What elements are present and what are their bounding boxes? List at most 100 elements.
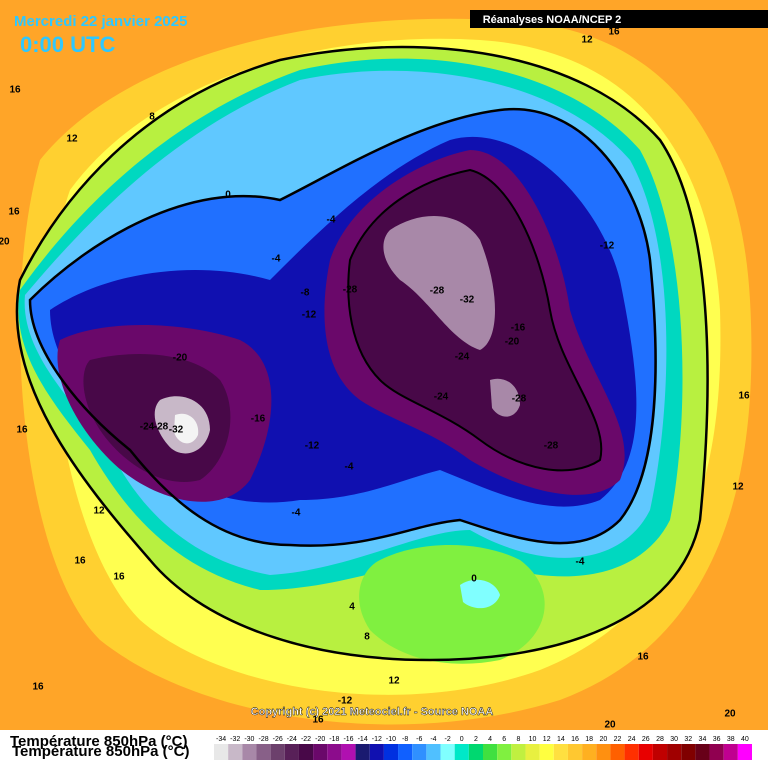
colorbar-label: -8	[402, 736, 408, 743]
contour-label: -4	[272, 254, 281, 265]
map-time: 0:00 UTC	[20, 32, 115, 57]
contour-label: -28	[512, 394, 527, 405]
contour-label: 12	[581, 35, 593, 46]
colorbar-label: 16	[571, 736, 579, 743]
contour-label: 8	[364, 632, 370, 643]
colorbar-label: 36	[713, 736, 721, 743]
colorbar-label: -34	[216, 736, 226, 743]
colorbar-label: 12	[543, 736, 551, 743]
colorbar-label: -18	[329, 736, 339, 743]
colorbar-cell	[638, 744, 653, 760]
colorbar-cell	[737, 744, 752, 760]
colorbar-label: 14	[557, 736, 565, 743]
contour-label: -4	[576, 557, 585, 568]
colorbar-label: 28	[656, 736, 664, 743]
colorbar-label: -4	[430, 736, 436, 743]
colorbar-cell	[270, 744, 285, 760]
contour-label: -20	[505, 337, 520, 348]
colorbar-cell	[483, 744, 498, 760]
contour-label: -24	[455, 352, 470, 363]
colorbar-cell	[298, 744, 314, 760]
colorbar-label: 40	[741, 736, 749, 743]
colorbar-label: -16	[343, 736, 353, 743]
colorbar-label: 38	[727, 736, 735, 743]
contour-label: -12	[600, 241, 615, 252]
contour-label: 16	[32, 682, 44, 693]
contour-label: 0	[471, 574, 477, 585]
colorbar-label: 26	[642, 736, 650, 743]
contour-label: -16	[511, 323, 526, 334]
contour-label: -28	[430, 286, 445, 297]
source-box	[470, 10, 768, 28]
colorbar-cell	[369, 744, 384, 760]
colorbar-label: 18	[585, 736, 593, 743]
colorbar-cell	[596, 744, 611, 760]
contour-label: 20	[604, 720, 616, 731]
contour-label: -12	[305, 441, 320, 452]
colorbar-cell	[624, 744, 639, 760]
contour-label: 16	[74, 556, 86, 567]
colorbar-label: -22	[301, 736, 311, 743]
colorbar-label: -26	[273, 736, 283, 743]
colorbar-label: 0	[460, 736, 464, 743]
colorbar-label: -30	[244, 736, 254, 743]
colorbar-label: 10	[529, 736, 537, 743]
colorbar-label: -32	[230, 736, 240, 743]
colorbar-cell	[652, 744, 668, 760]
contour-label: -20	[173, 353, 188, 364]
colorbar-cell	[284, 744, 299, 760]
colorbar-cell	[454, 744, 469, 760]
contour-label: -32	[460, 295, 475, 306]
contour-label: 12	[66, 134, 78, 145]
colorbar-label: -6	[416, 736, 422, 743]
colorbar-cell	[511, 744, 526, 760]
copyright: Copyright (c) 2021 Meteociel.fr - Source…	[251, 706, 494, 718]
contour-label: 4	[349, 602, 355, 613]
colorbar-cell	[228, 744, 243, 760]
temperature-field	[15, 18, 752, 725]
colorbar-label: 22	[614, 736, 622, 743]
colorbar-cell	[256, 744, 271, 760]
colorbar-label: 4	[488, 736, 492, 743]
colorbar-cell	[398, 744, 413, 760]
contour-label: 0	[225, 190, 231, 201]
contour-label: -28	[343, 285, 358, 296]
colorbar-cell	[709, 744, 724, 760]
contour-label: -28	[154, 422, 169, 433]
colorbar-cell	[355, 744, 370, 760]
contour-label: -4	[327, 215, 336, 226]
contour-label: 16	[312, 715, 324, 726]
contour-label: 16	[113, 572, 125, 583]
contour-label: -12	[338, 696, 353, 707]
contour-label: -24	[434, 392, 449, 403]
colorbar-cell	[723, 744, 738, 760]
colorbar-label: -28	[258, 736, 268, 743]
contour-label: 16	[637, 652, 649, 663]
colorbar-label: 34	[699, 736, 707, 743]
colorbar-label: -14	[358, 736, 368, 743]
contour-label: -32	[169, 425, 184, 436]
colorbar-cell	[313, 744, 328, 760]
contour-label: 12	[93, 506, 105, 517]
colorbar-label: 6	[502, 736, 506, 743]
colorbar-cell	[341, 744, 356, 760]
legend-title: Température 850hPa (°C)	[10, 733, 187, 750]
map-date: Mercredi 22 janvier 2025	[14, 13, 187, 30]
contour-label: -4	[292, 508, 301, 519]
colorbar-label: 24	[628, 736, 636, 743]
colorbar-cell	[667, 744, 682, 760]
colorbar-label: -20	[315, 736, 325, 743]
source-label: Réanalyses NOAA/NCEP 2	[483, 14, 622, 26]
colorbar-cell	[539, 744, 554, 760]
contour-label: 16	[9, 85, 21, 96]
contour-label: 8	[149, 112, 155, 123]
colorbar-label: 32	[684, 736, 692, 743]
colorbar-cell	[553, 744, 568, 760]
colorbar-label: 30	[670, 736, 678, 743]
colorbar-label: -10	[386, 736, 396, 743]
colorbar-cell	[440, 744, 455, 760]
legend-title-shadow: Température 850hPa (°C)	[12, 743, 189, 760]
